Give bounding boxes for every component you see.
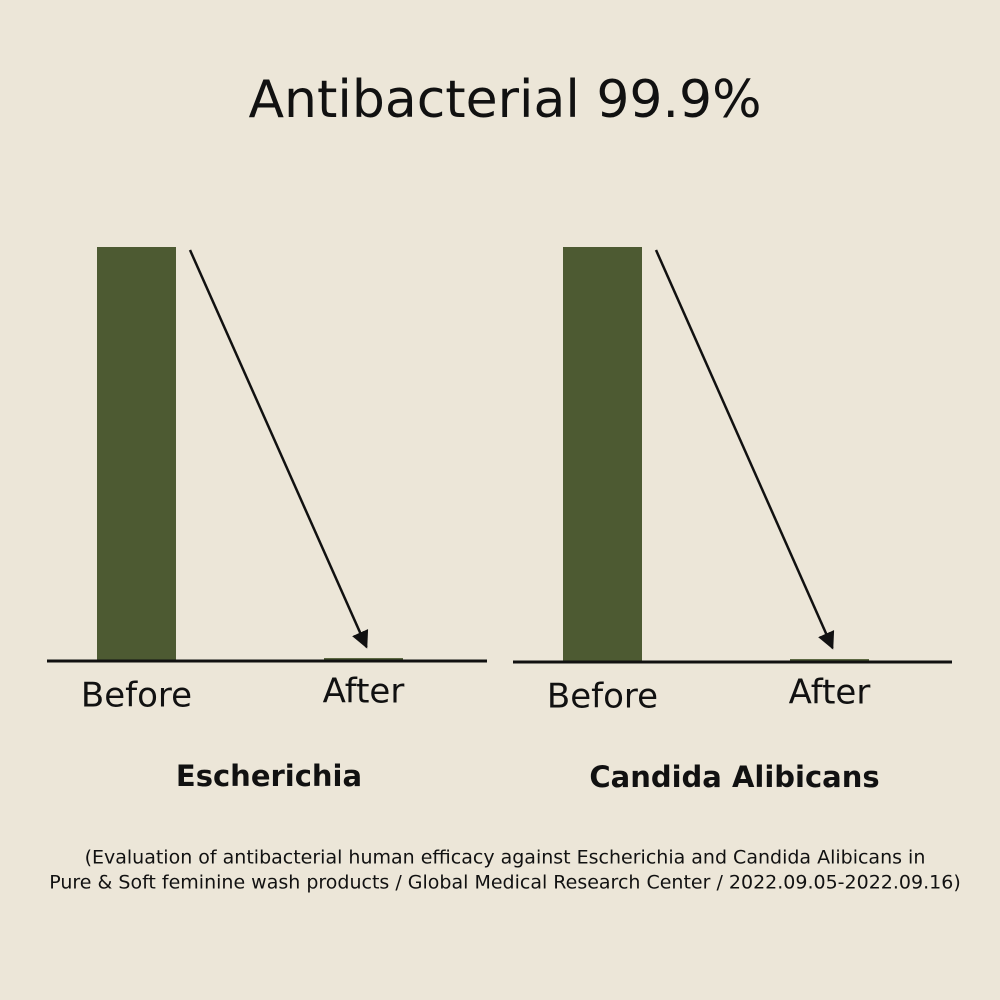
x-tick-label: Before [81,676,192,716]
arrow [654,249,835,650]
footnote-line: (Evaluation of antibacterial human effic… [85,847,926,869]
bar [97,247,176,661]
footnote-line: Pure & Soft feminine wash products / Glo… [49,872,961,894]
chart-label: Escherichia [176,759,362,793]
x-tick-label: After [789,673,871,713]
bar [563,247,642,662]
arrow [188,249,369,649]
page-title: Antibacterial 99.9% [248,70,761,130]
x-tick-label: Before [547,677,658,717]
chart-label: Candida Alibicans [589,760,879,794]
x-tick-label: After [323,672,405,712]
